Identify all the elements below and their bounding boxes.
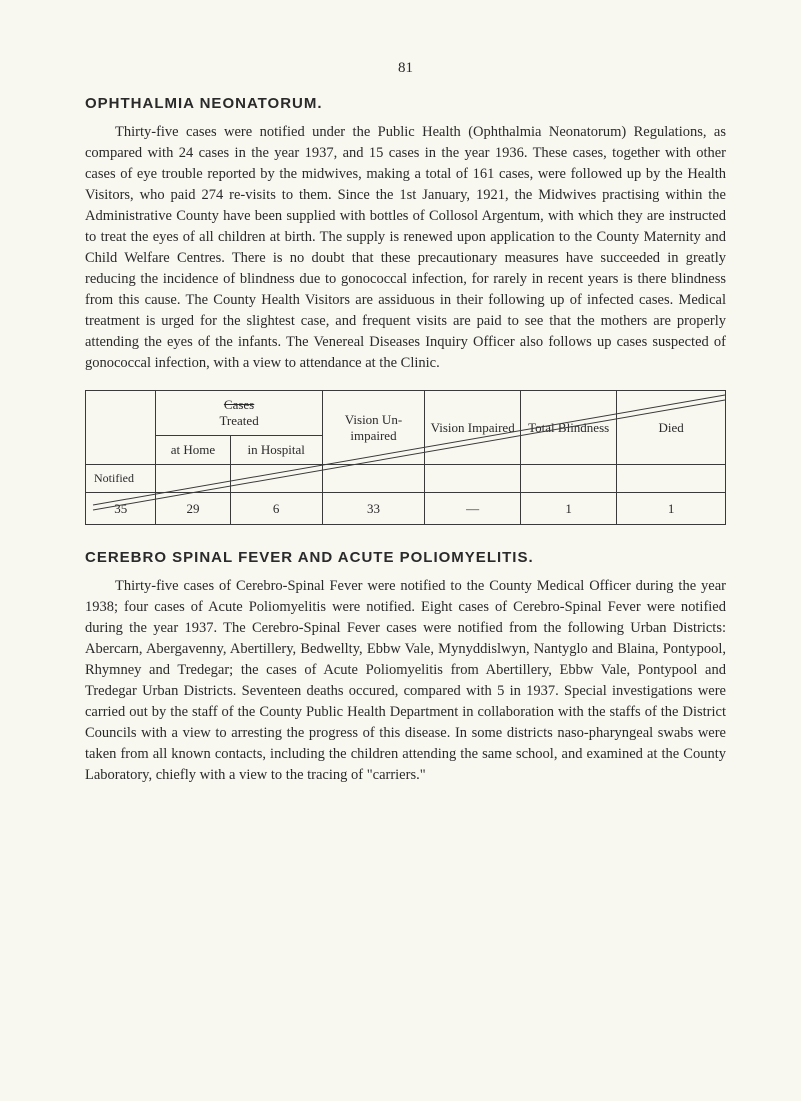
col-cases: Cases Treated <box>156 391 322 436</box>
col-total-blindness: Total Blindness <box>521 391 617 465</box>
col-at-home: at Home <box>156 436 230 465</box>
row-label-notified: Notified <box>86 465 156 493</box>
cell-vision-impaired: — <box>425 493 521 525</box>
col-vision-unimpaired: Vision Un-impaired <box>322 391 424 465</box>
cell-at-home: 29 <box>156 493 230 525</box>
cell-in-hospital: 6 <box>230 493 322 525</box>
section1-paragraph: Thirty-five cases were notified under th… <box>85 122 726 374</box>
page-number: 81 <box>85 60 726 77</box>
section2-paragraph: Thirty-five cases of Cerebro-Spinal Feve… <box>85 576 726 786</box>
data-table-container: Cases Treated Vision Un-impaired Vision … <box>85 390 726 525</box>
cell-total-blindness: 1 <box>521 493 617 525</box>
section2-title: CEREBRO SPINAL FEVER AND ACUTE POLIOMYEL… <box>85 549 726 566</box>
cases-table: Cases Treated Vision Un-impaired Vision … <box>85 390 726 525</box>
col-vision-impaired: Vision Impaired <box>425 391 521 465</box>
cell-notified: 35 <box>86 493 156 525</box>
cell-vision-unimpaired: 33 <box>322 493 424 525</box>
section1-title: OPHTHALMIA NEONATORUM. <box>85 95 726 112</box>
cell-died: 1 <box>617 493 726 525</box>
col-in-hospital: in Hospital <box>230 436 322 465</box>
col-died: Died <box>617 391 726 465</box>
